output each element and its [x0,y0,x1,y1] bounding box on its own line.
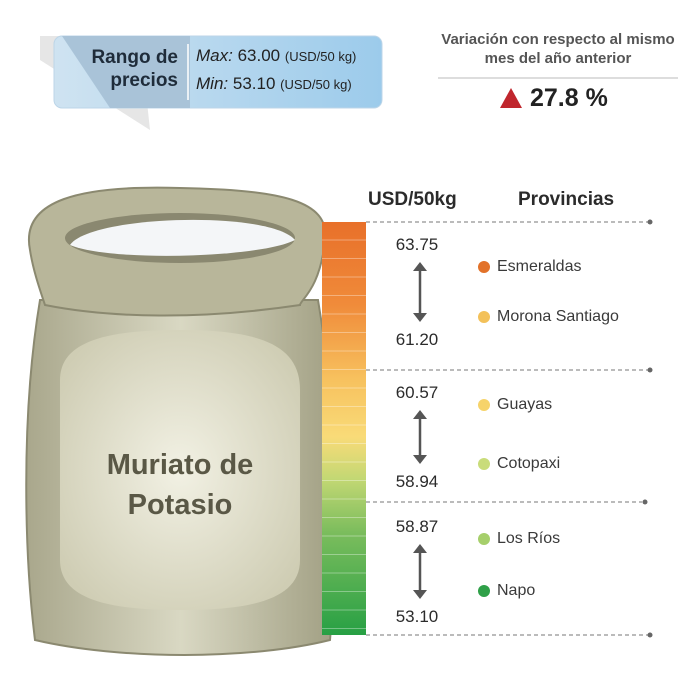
province-dot [478,311,490,323]
province-name: Cotopaxi [497,455,561,472]
province-name: Morona Santiago [497,308,619,325]
sack [25,186,337,656]
min-value: 53.10 [232,74,276,93]
range-high: 60.57 [395,383,439,402]
up-arrow [500,88,522,108]
range-arrows [413,262,427,599]
max-label: Max: [196,46,233,65]
min-row: Min: 53.10 (USD/50 kg) [196,74,352,94]
province-dot [478,399,490,411]
province-name: Los Ríos [497,530,561,547]
max-value: 63.00 [237,46,281,65]
range-low: 61.20 [395,330,439,349]
province-dot [478,458,490,470]
range-high: 58.87 [395,517,439,536]
variation-label: Variación con respecto al mismo mes del … [441,31,675,67]
max-row: Max: 63.00 (USD/50 kg) [196,46,356,66]
province-dot [478,261,490,273]
range-low: 58.94 [395,472,439,491]
color-scale [322,222,366,635]
product-name: Muriato de Potasio [106,449,254,521]
provinces-header: Provincias [518,189,615,210]
range-low: 53.10 [395,607,439,626]
min-label: Min: [196,74,229,93]
price-range-label: Rango de precios [91,47,178,91]
arrow-head [413,410,427,419]
variation-value: 27.8 % [530,84,608,112]
province-name: Esmeraldas [497,258,582,275]
range-high: 63.75 [395,235,439,254]
arrow-head [413,262,427,271]
arrow-head [413,590,427,599]
province-name: Napo [497,582,536,599]
separator-dots [642,219,653,638]
min-unit: (USD/50 kg) [280,77,352,92]
arrow-head [413,544,427,553]
max-unit: (USD/50 kg) [284,49,357,64]
province-name: Guayas [497,396,553,413]
province-dot [478,585,490,597]
separators [366,221,648,636]
province-dot [478,533,490,545]
color-scale-stripes [322,239,366,629]
arrow-head [413,455,427,464]
price-box [40,35,383,130]
arrow-head [413,313,427,322]
price-header: USD/50kg [368,189,457,210]
